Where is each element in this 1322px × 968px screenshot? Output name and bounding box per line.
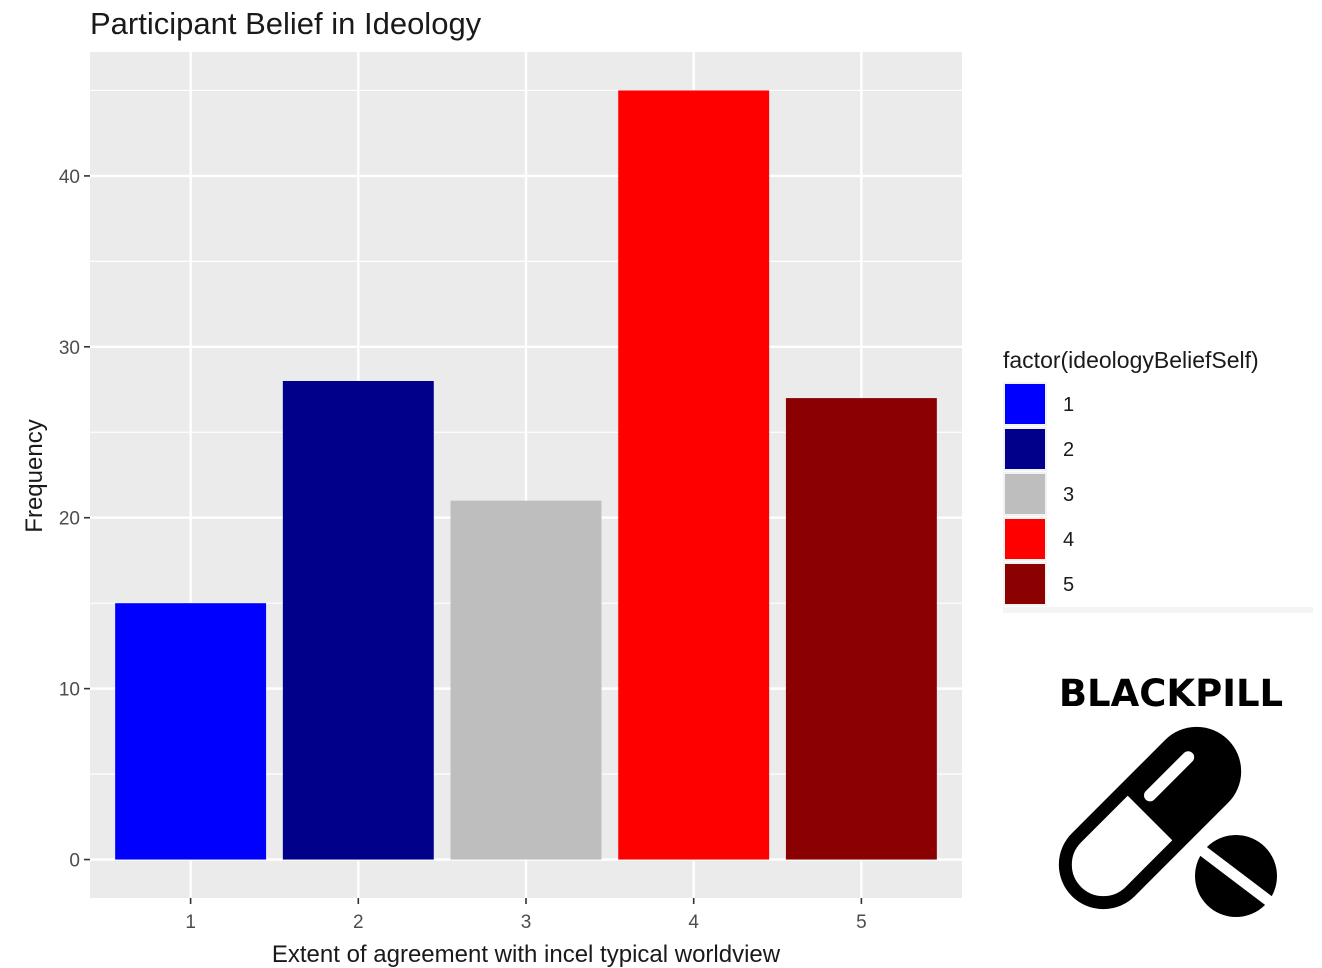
chart-title: Participant Belief in Ideology — [90, 6, 482, 41]
x-axis-title: Extent of agreement with incel typical w… — [272, 941, 781, 968]
legend-label-2: 2 — [1063, 439, 1074, 461]
bar-4 — [618, 90, 770, 860]
x-tick-label: 3 — [521, 912, 532, 933]
y-tick-label: 40 — [59, 167, 80, 188]
legend-swatch-3 — [1005, 474, 1045, 514]
legend-label-5: 5 — [1063, 574, 1074, 596]
y-axis: 0 10 20 30 40 — [59, 167, 90, 872]
x-tick-label: 4 — [688, 912, 699, 933]
bars — [115, 90, 937, 860]
x-tick-label: 5 — [856, 912, 867, 933]
y-tick-label: 10 — [59, 680, 80, 701]
logo-text: BLACKPILL — [1059, 672, 1283, 715]
bar-2 — [282, 381, 434, 860]
pill-capsule-icon — [1058, 726, 1242, 910]
legend-swatch-1 — [1005, 384, 1045, 424]
x-tick-label: 2 — [353, 912, 364, 933]
bar-3 — [450, 500, 602, 860]
y-axis-title: Frequency — [21, 419, 48, 532]
legend: 1 2 3 4 5 — [1003, 382, 1074, 606]
bar-5 — [785, 398, 937, 860]
legend-label-4: 4 — [1063, 529, 1074, 551]
legend-label-3: 3 — [1063, 484, 1074, 506]
pill-tablet-icon — [1195, 835, 1277, 917]
bar-1 — [115, 603, 267, 860]
x-tick-label: 1 — [185, 912, 196, 933]
y-tick-label: 20 — [59, 509, 80, 530]
x-axis: 1 2 3 4 5 — [185, 898, 867, 933]
legend-swatch-2 — [1005, 429, 1045, 469]
legend-swatch-5 — [1005, 564, 1045, 604]
legend-divider — [1003, 607, 1313, 613]
legend-title: factor(ideologyBeliefSelf) — [1003, 347, 1259, 373]
legend-swatch-4 — [1005, 519, 1045, 559]
y-tick-label: 0 — [69, 851, 80, 872]
blackpill-logo: BLACKPILL — [1058, 672, 1283, 917]
legend-label-1: 1 — [1063, 394, 1074, 416]
y-tick-label: 30 — [59, 338, 80, 359]
